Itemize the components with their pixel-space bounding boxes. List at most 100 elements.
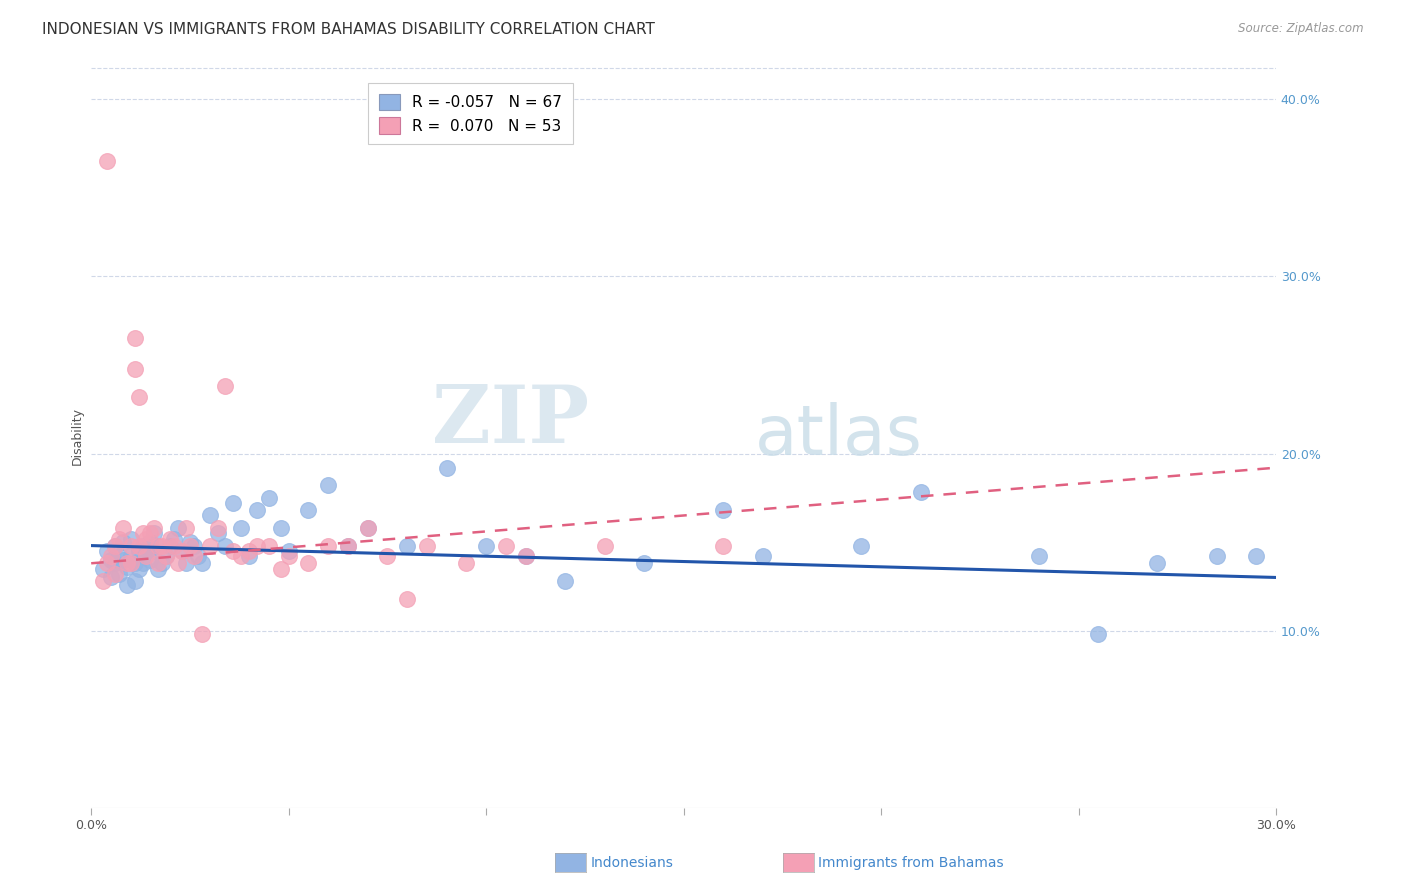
Point bbox=[100, 553, 122, 567]
Point bbox=[214, 539, 236, 553]
Point bbox=[167, 556, 190, 570]
Point bbox=[148, 539, 170, 553]
Point bbox=[135, 544, 157, 558]
Point bbox=[120, 549, 142, 564]
Point bbox=[277, 544, 299, 558]
Point bbox=[297, 556, 319, 570]
Point bbox=[91, 561, 114, 575]
Point bbox=[475, 539, 498, 553]
Point bbox=[111, 521, 134, 535]
Point bbox=[246, 539, 269, 553]
Point bbox=[231, 549, 253, 564]
Point bbox=[198, 539, 221, 553]
Point bbox=[163, 532, 186, 546]
Point bbox=[115, 559, 138, 574]
Point bbox=[174, 556, 197, 570]
Point bbox=[139, 535, 162, 549]
Point bbox=[198, 508, 221, 523]
Point bbox=[1146, 556, 1168, 570]
Point bbox=[111, 535, 134, 549]
Point bbox=[104, 566, 127, 581]
Point bbox=[416, 539, 439, 553]
Point bbox=[316, 478, 339, 492]
Point bbox=[257, 491, 280, 505]
Point bbox=[191, 627, 214, 641]
Point bbox=[150, 556, 173, 570]
Point bbox=[179, 539, 201, 553]
Point bbox=[238, 544, 260, 558]
Point bbox=[120, 532, 142, 546]
Point bbox=[167, 521, 190, 535]
Point bbox=[104, 539, 127, 553]
Point bbox=[1205, 549, 1227, 564]
Text: Source: ZipAtlas.com: Source: ZipAtlas.com bbox=[1239, 22, 1364, 36]
Point bbox=[1028, 549, 1050, 564]
Point bbox=[148, 561, 170, 575]
Point bbox=[356, 521, 378, 535]
Text: ZIP: ZIP bbox=[432, 382, 589, 460]
Point bbox=[270, 521, 292, 535]
Point bbox=[163, 539, 186, 553]
Point bbox=[277, 549, 299, 564]
Point bbox=[183, 539, 205, 553]
Point bbox=[131, 539, 153, 553]
Point bbox=[135, 549, 157, 564]
Point bbox=[222, 544, 245, 558]
Point bbox=[115, 556, 138, 570]
Legend: R = -0.057   N = 67, R =  0.070   N = 53: R = -0.057 N = 67, R = 0.070 N = 53 bbox=[368, 83, 572, 145]
Point bbox=[336, 539, 359, 553]
Point bbox=[1087, 627, 1109, 641]
Point bbox=[436, 460, 458, 475]
Point bbox=[155, 549, 177, 564]
Point bbox=[396, 539, 419, 553]
Point bbox=[128, 539, 150, 553]
Point bbox=[711, 539, 734, 553]
Point bbox=[246, 503, 269, 517]
Point bbox=[191, 556, 214, 570]
Point bbox=[143, 526, 166, 541]
Point bbox=[159, 539, 181, 553]
Text: Indonesians: Indonesians bbox=[591, 855, 673, 870]
Point bbox=[187, 549, 209, 564]
Point bbox=[108, 532, 131, 546]
Point bbox=[174, 521, 197, 535]
Point bbox=[170, 544, 193, 558]
Point bbox=[179, 535, 201, 549]
Point bbox=[377, 549, 399, 564]
Point bbox=[104, 539, 127, 553]
Point bbox=[135, 532, 157, 546]
Point bbox=[148, 539, 170, 553]
Point bbox=[96, 154, 118, 169]
Point bbox=[128, 544, 150, 558]
Point bbox=[100, 549, 122, 564]
Point bbox=[139, 553, 162, 567]
Point bbox=[297, 503, 319, 517]
Point bbox=[633, 556, 655, 570]
Point bbox=[1244, 549, 1267, 564]
Point bbox=[159, 532, 181, 546]
Point bbox=[336, 539, 359, 553]
Point bbox=[120, 539, 142, 553]
Point bbox=[124, 574, 146, 588]
Point bbox=[214, 379, 236, 393]
Point bbox=[124, 331, 146, 345]
Point bbox=[396, 591, 419, 606]
Point bbox=[515, 549, 537, 564]
Point bbox=[143, 544, 166, 558]
Point bbox=[170, 544, 193, 558]
Point bbox=[356, 521, 378, 535]
Point bbox=[128, 390, 150, 404]
Point bbox=[139, 526, 162, 541]
Point bbox=[131, 526, 153, 541]
Point bbox=[150, 539, 173, 553]
Point bbox=[222, 496, 245, 510]
Point bbox=[115, 577, 138, 591]
Point bbox=[238, 549, 260, 564]
Point bbox=[207, 521, 229, 535]
Point bbox=[111, 553, 134, 567]
Point bbox=[124, 361, 146, 376]
Point bbox=[104, 556, 127, 570]
Point bbox=[108, 566, 131, 581]
Point bbox=[128, 561, 150, 575]
Point bbox=[751, 549, 773, 564]
